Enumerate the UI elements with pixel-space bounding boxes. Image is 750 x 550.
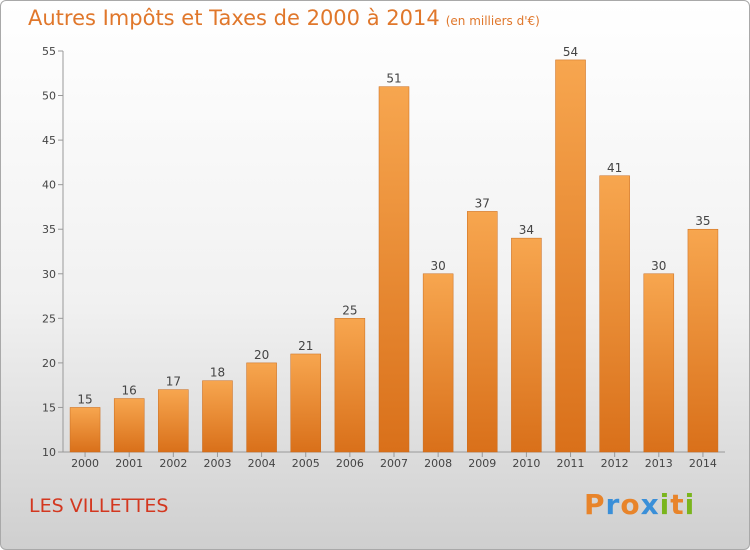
logo-letter: r [605, 488, 621, 521]
chart-title-block: Autres Impôts et Taxes de 2000 à 2014 (en… [28, 6, 540, 30]
bar [202, 380, 233, 453]
x-tick-label: 2012 [601, 457, 629, 470]
y-tick-label: 55 [42, 45, 56, 58]
data-label: 15 [77, 392, 92, 406]
y-tick-label: 10 [42, 446, 56, 459]
y-tick-label: 20 [42, 357, 56, 370]
y-tick-label: 15 [42, 401, 56, 414]
bar [643, 273, 675, 453]
data-label: 34 [519, 223, 534, 237]
data-label: 37 [475, 196, 490, 210]
data-label: 16 [122, 384, 137, 398]
x-tick-label: 2000 [71, 457, 99, 470]
x-tick-label: 2009 [468, 457, 496, 470]
data-label: 54 [563, 45, 578, 59]
logo-letter: P [584, 488, 606, 521]
bar [290, 353, 321, 453]
data-label: 17 [166, 375, 181, 389]
chart-unit-label: (en milliers d'€) [445, 14, 540, 28]
y-tick-label: 35 [42, 223, 56, 236]
x-tick-label: 2007 [380, 457, 408, 470]
x-tick-label: 2002 [159, 457, 187, 470]
data-label: 30 [651, 259, 666, 273]
bar [158, 389, 189, 453]
bar [246, 362, 277, 453]
data-label: 21 [298, 339, 313, 353]
x-tick-label: 2003 [203, 457, 231, 470]
logo-letter: t [670, 488, 685, 521]
y-tick-label: 45 [42, 134, 56, 147]
data-label: 30 [430, 259, 445, 273]
bar [69, 407, 101, 453]
labels: 15 2000 16 2001 17 2002 18 2003 20 2004 21 2005 25 20… [71, 45, 717, 470]
x-tick-label: 2013 [645, 457, 673, 470]
x-tick-label: 2006 [336, 457, 364, 470]
x-tick-label: 2011 [557, 457, 585, 470]
x-tick-label: 2004 [248, 457, 276, 470]
x-tick-label: 2001 [115, 457, 143, 470]
x-tick-label: 2005 [292, 457, 320, 470]
bar [422, 273, 454, 453]
x-tick-label: 2008 [424, 457, 452, 470]
x-tick-label: 2010 [512, 457, 540, 470]
y-tick-label: 30 [42, 268, 56, 281]
bar [555, 59, 586, 453]
logo-letter: o [620, 488, 641, 521]
town-name: LES VILLETTES [29, 495, 169, 517]
logo-letter: x [640, 488, 660, 521]
data-label: 20 [254, 348, 269, 362]
chart-title: Autres Impôts et Taxes de 2000 à 2014 [28, 6, 440, 30]
logo-letter: i [659, 488, 671, 521]
bars [69, 59, 719, 453]
logo-letter: i [684, 488, 696, 521]
bar [378, 86, 410, 453]
bar [467, 211, 498, 453]
x-tick-label: 2014 [689, 457, 717, 470]
bar [687, 228, 719, 453]
bar [511, 237, 542, 453]
proxiti-logo: Proxiti [584, 488, 695, 521]
data-label: 51 [386, 72, 401, 86]
y-tick-label: 40 [42, 179, 56, 192]
data-label: 25 [342, 303, 357, 317]
bar [599, 175, 630, 453]
y-tick-label: 25 [42, 312, 56, 325]
data-label: 35 [695, 214, 710, 228]
bar [113, 398, 145, 453]
data-label: 18 [210, 366, 225, 380]
y-tick-label: 50 [42, 90, 56, 103]
data-label: 41 [607, 161, 622, 175]
bar [334, 318, 366, 453]
